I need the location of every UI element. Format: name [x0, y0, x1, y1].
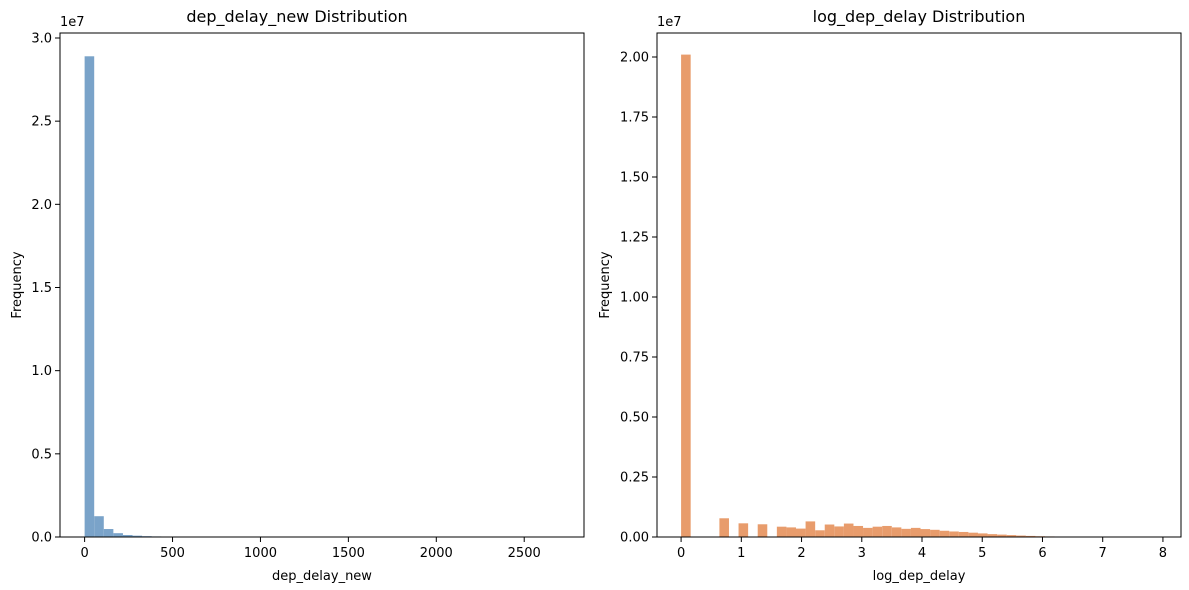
x-tick-label: 5: [978, 546, 986, 561]
x-tick-label: 2000: [420, 546, 453, 561]
chart-right: log_dep_delay Distribution 1e7 0 1 2 3 4 5 6 7 8…: [598, 7, 1182, 584]
y-offset-label: 1e7: [60, 15, 85, 30]
histogram-bar: [872, 526, 883, 537]
y-tick-label: 1.50: [620, 171, 649, 186]
histogram-bar: [968, 532, 978, 537]
histogram-bar: [977, 533, 988, 537]
y-tick-label: 0.5: [31, 447, 52, 462]
y-ticks: 0.0 0.5 1.0 1.5 2.0 2.5 3.0: [31, 31, 60, 546]
histogram-bar: [863, 527, 873, 537]
x-tick-label: 1000: [244, 546, 277, 561]
histogram-bar: [113, 533, 123, 537]
y-tick-label: 0.25: [620, 471, 649, 486]
histogram-bar: [824, 524, 835, 537]
plot-frame: [59, 32, 585, 538]
histogram-bar: [997, 534, 1007, 537]
bar-group: [84, 56, 497, 537]
y-tick-label: 1.5: [31, 281, 52, 296]
histogram-bar: [949, 531, 959, 537]
histogram-bar: [843, 523, 854, 537]
x-tick-label: 1500: [332, 546, 365, 561]
y-tick-label: 1.25: [620, 231, 649, 246]
histogram-bar: [786, 527, 797, 537]
chart-left: dep_delay_new Distribution 1e7 0 500 1000 1…: [10, 7, 585, 584]
x-ticks: 0 1 2 3 4 5 6 7 8: [677, 537, 1167, 561]
x-tick-label: 6: [1038, 546, 1046, 561]
y-tick-label: 0.75: [620, 351, 649, 366]
histogram-bar: [122, 535, 133, 537]
x-ticks: 0 500 1000 1500 2000 2500: [80, 537, 541, 561]
histogram-bar: [958, 531, 969, 537]
y-tick-label: 0.0: [31, 531, 52, 546]
histogram-bar: [920, 529, 931, 537]
x-tick-label: 2: [797, 546, 805, 561]
x-tick-label: 0: [677, 546, 685, 561]
y-tick-label: 1.0: [31, 364, 52, 379]
histogram-bar: [882, 525, 892, 537]
y-tick-label: 3.0: [31, 31, 52, 46]
histogram-bar: [132, 535, 143, 537]
histogram-bar: [815, 530, 825, 537]
histogram-bar: [834, 526, 844, 537]
histogram-bar: [1016, 535, 1026, 537]
histogram-bar: [853, 525, 864, 537]
histogram-bar: [910, 527, 921, 537]
histogram-bar: [84, 56, 95, 537]
plot-frame: [656, 32, 1182, 538]
histogram-bar: [681, 54, 691, 537]
x-axis-label: log_dep_delay: [873, 569, 966, 584]
x-tick-label: 0: [80, 546, 88, 561]
y-offset-label: 1e7: [657, 15, 682, 30]
histogram-bar: [103, 529, 114, 537]
histogram-bar: [805, 521, 816, 537]
x-tick-label: 500: [160, 546, 185, 561]
histogram-bar: [930, 529, 940, 537]
histogram-bar: [94, 516, 104, 537]
y-tick-label: 0.00: [620, 531, 649, 546]
histogram-bar: [987, 534, 998, 537]
x-axis-label: dep_delay_new: [272, 569, 372, 584]
bar-group: [681, 54, 1151, 537]
y-tick-label: 2.5: [31, 115, 52, 130]
histogram-bar: [719, 518, 729, 537]
y-ticks: 0.00 0.25 0.50 0.75 1.00 1.25 1.50 1.75 2.00: [620, 51, 657, 546]
y-tick-label: 1.75: [620, 111, 649, 126]
y-axis-label: Frequency: [10, 251, 25, 318]
histogram-bar: [776, 526, 787, 537]
x-tick-label: 1: [737, 546, 745, 561]
histogram-bar: [738, 523, 749, 537]
histogram-bar: [796, 528, 806, 537]
x-tick-label: 2500: [508, 546, 541, 561]
histogram-bar: [939, 530, 950, 537]
histogram-bar: [891, 527, 902, 537]
y-tick-label: 2.0: [31, 198, 52, 213]
x-tick-label: 4: [918, 546, 926, 561]
x-tick-label: 7: [1099, 546, 1107, 561]
histogram-bar: [1006, 535, 1017, 537]
chart-title: log_dep_delay Distribution: [813, 7, 1026, 27]
y-tick-label: 2.00: [620, 51, 649, 66]
chart-title: dep_delay_new Distribution: [186, 7, 407, 27]
x-tick-label: 8: [1159, 546, 1167, 561]
y-tick-label: 0.50: [620, 411, 649, 426]
histogram-bar: [1025, 535, 1036, 537]
y-axis-label: Frequency: [598, 251, 613, 318]
y-tick-label: 1.00: [620, 291, 649, 306]
histogram-bar: [757, 524, 768, 537]
x-tick-label: 3: [858, 546, 866, 561]
histogram-bar: [901, 528, 911, 537]
